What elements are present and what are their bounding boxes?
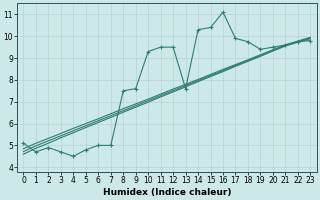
- X-axis label: Humidex (Indice chaleur): Humidex (Indice chaleur): [103, 188, 231, 197]
